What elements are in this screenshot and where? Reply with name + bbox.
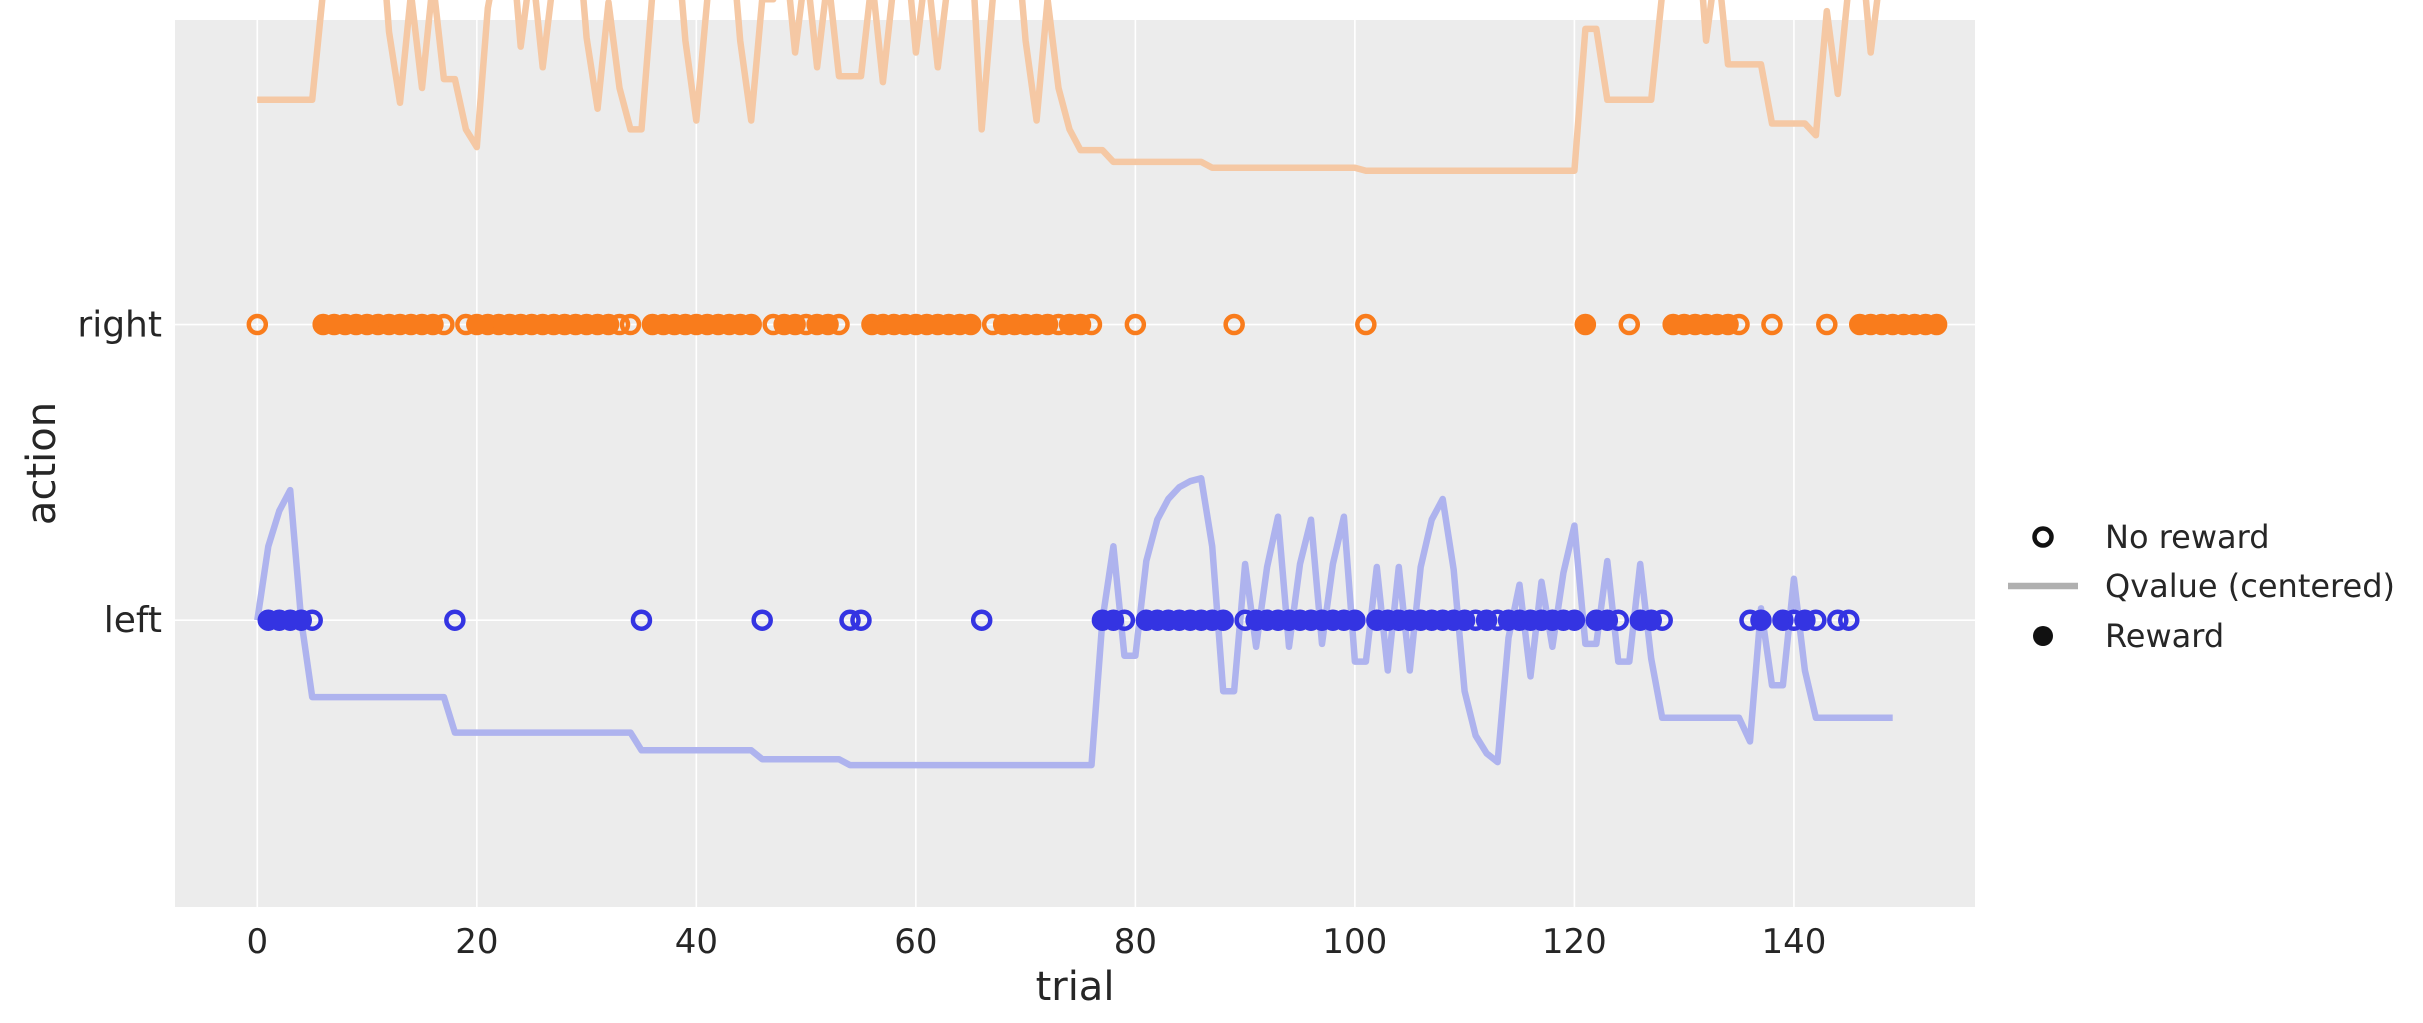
x-tick-label: 20 bbox=[455, 922, 498, 962]
no-reward-point bbox=[1838, 609, 1860, 631]
no-reward-point bbox=[301, 609, 323, 631]
no-reward-point bbox=[1618, 313, 1641, 336]
no-reward-point bbox=[619, 313, 642, 336]
legend-reward-marker bbox=[2033, 626, 2053, 646]
x-tick-label: 100 bbox=[1322, 922, 1387, 962]
plot-background bbox=[175, 20, 1975, 907]
no-reward-point bbox=[1816, 313, 1838, 336]
no-reward-point bbox=[630, 609, 653, 631]
no-reward-point bbox=[1651, 609, 1673, 631]
no-reward-point bbox=[1355, 313, 1377, 336]
no-reward-point bbox=[1607, 609, 1630, 631]
reward-point bbox=[1925, 313, 1948, 336]
x-tick-label: 80 bbox=[1114, 922, 1157, 962]
no-reward-point bbox=[1124, 313, 1147, 336]
legend-qvalue-label: Qvalue (centered) bbox=[2105, 567, 2395, 605]
legend-no-reward-label: No reward bbox=[2105, 518, 2270, 556]
no-reward-point bbox=[1728, 313, 1750, 336]
no-reward-point bbox=[608, 313, 631, 336]
y-axis-label: action bbox=[19, 402, 65, 525]
reward-point bbox=[1563, 609, 1586, 631]
x-tick-label: 120 bbox=[1542, 922, 1607, 962]
no-reward-point bbox=[444, 609, 466, 631]
legend: No reward Qvalue (centered) Reward bbox=[2008, 518, 2395, 655]
no-reward-point bbox=[1827, 609, 1849, 631]
y-tick-label-left: left bbox=[104, 600, 162, 641]
reward-point bbox=[1574, 313, 1597, 336]
x-tick-label: 60 bbox=[894, 922, 937, 962]
no-reward-point bbox=[1805, 609, 1827, 631]
reward-point bbox=[1750, 609, 1772, 631]
no-reward-point bbox=[850, 609, 872, 631]
y-tick-label-right: right bbox=[77, 305, 162, 346]
no-reward-point bbox=[828, 313, 850, 336]
qvalue-line-right bbox=[257, 0, 1881, 175]
legend-no-reward-marker bbox=[2032, 526, 2054, 548]
no-reward-point bbox=[246, 313, 269, 336]
x-tick-label: 0 bbox=[246, 922, 268, 962]
x-tick-labels: 0 20 40 60 80 100 120 140 bbox=[246, 922, 1826, 962]
qvalue-lines bbox=[254, 0, 1893, 769]
no-reward-point bbox=[1223, 313, 1245, 336]
no-reward-point bbox=[839, 609, 861, 631]
x-axis-label: trial bbox=[1036, 964, 1115, 1010]
no-reward-point bbox=[1080, 313, 1103, 336]
no-reward-point bbox=[433, 313, 455, 336]
x-tick-label: 40 bbox=[675, 922, 718, 962]
reward-point bbox=[1212, 609, 1234, 631]
no-reward-point bbox=[970, 609, 993, 631]
reward-point bbox=[959, 313, 982, 336]
reward-point bbox=[740, 313, 762, 336]
legend-reward-label: Reward bbox=[2105, 617, 2224, 655]
no-reward-point bbox=[1113, 609, 1136, 631]
x-tick-label: 140 bbox=[1761, 922, 1826, 962]
qvalue-line-left bbox=[254, 475, 1893, 769]
no-reward-point bbox=[1761, 313, 1783, 336]
no-reward-point bbox=[751, 609, 773, 631]
data-points bbox=[246, 313, 1948, 631]
y-tick-labels: left right bbox=[77, 305, 162, 642]
reward-point bbox=[1344, 609, 1366, 631]
